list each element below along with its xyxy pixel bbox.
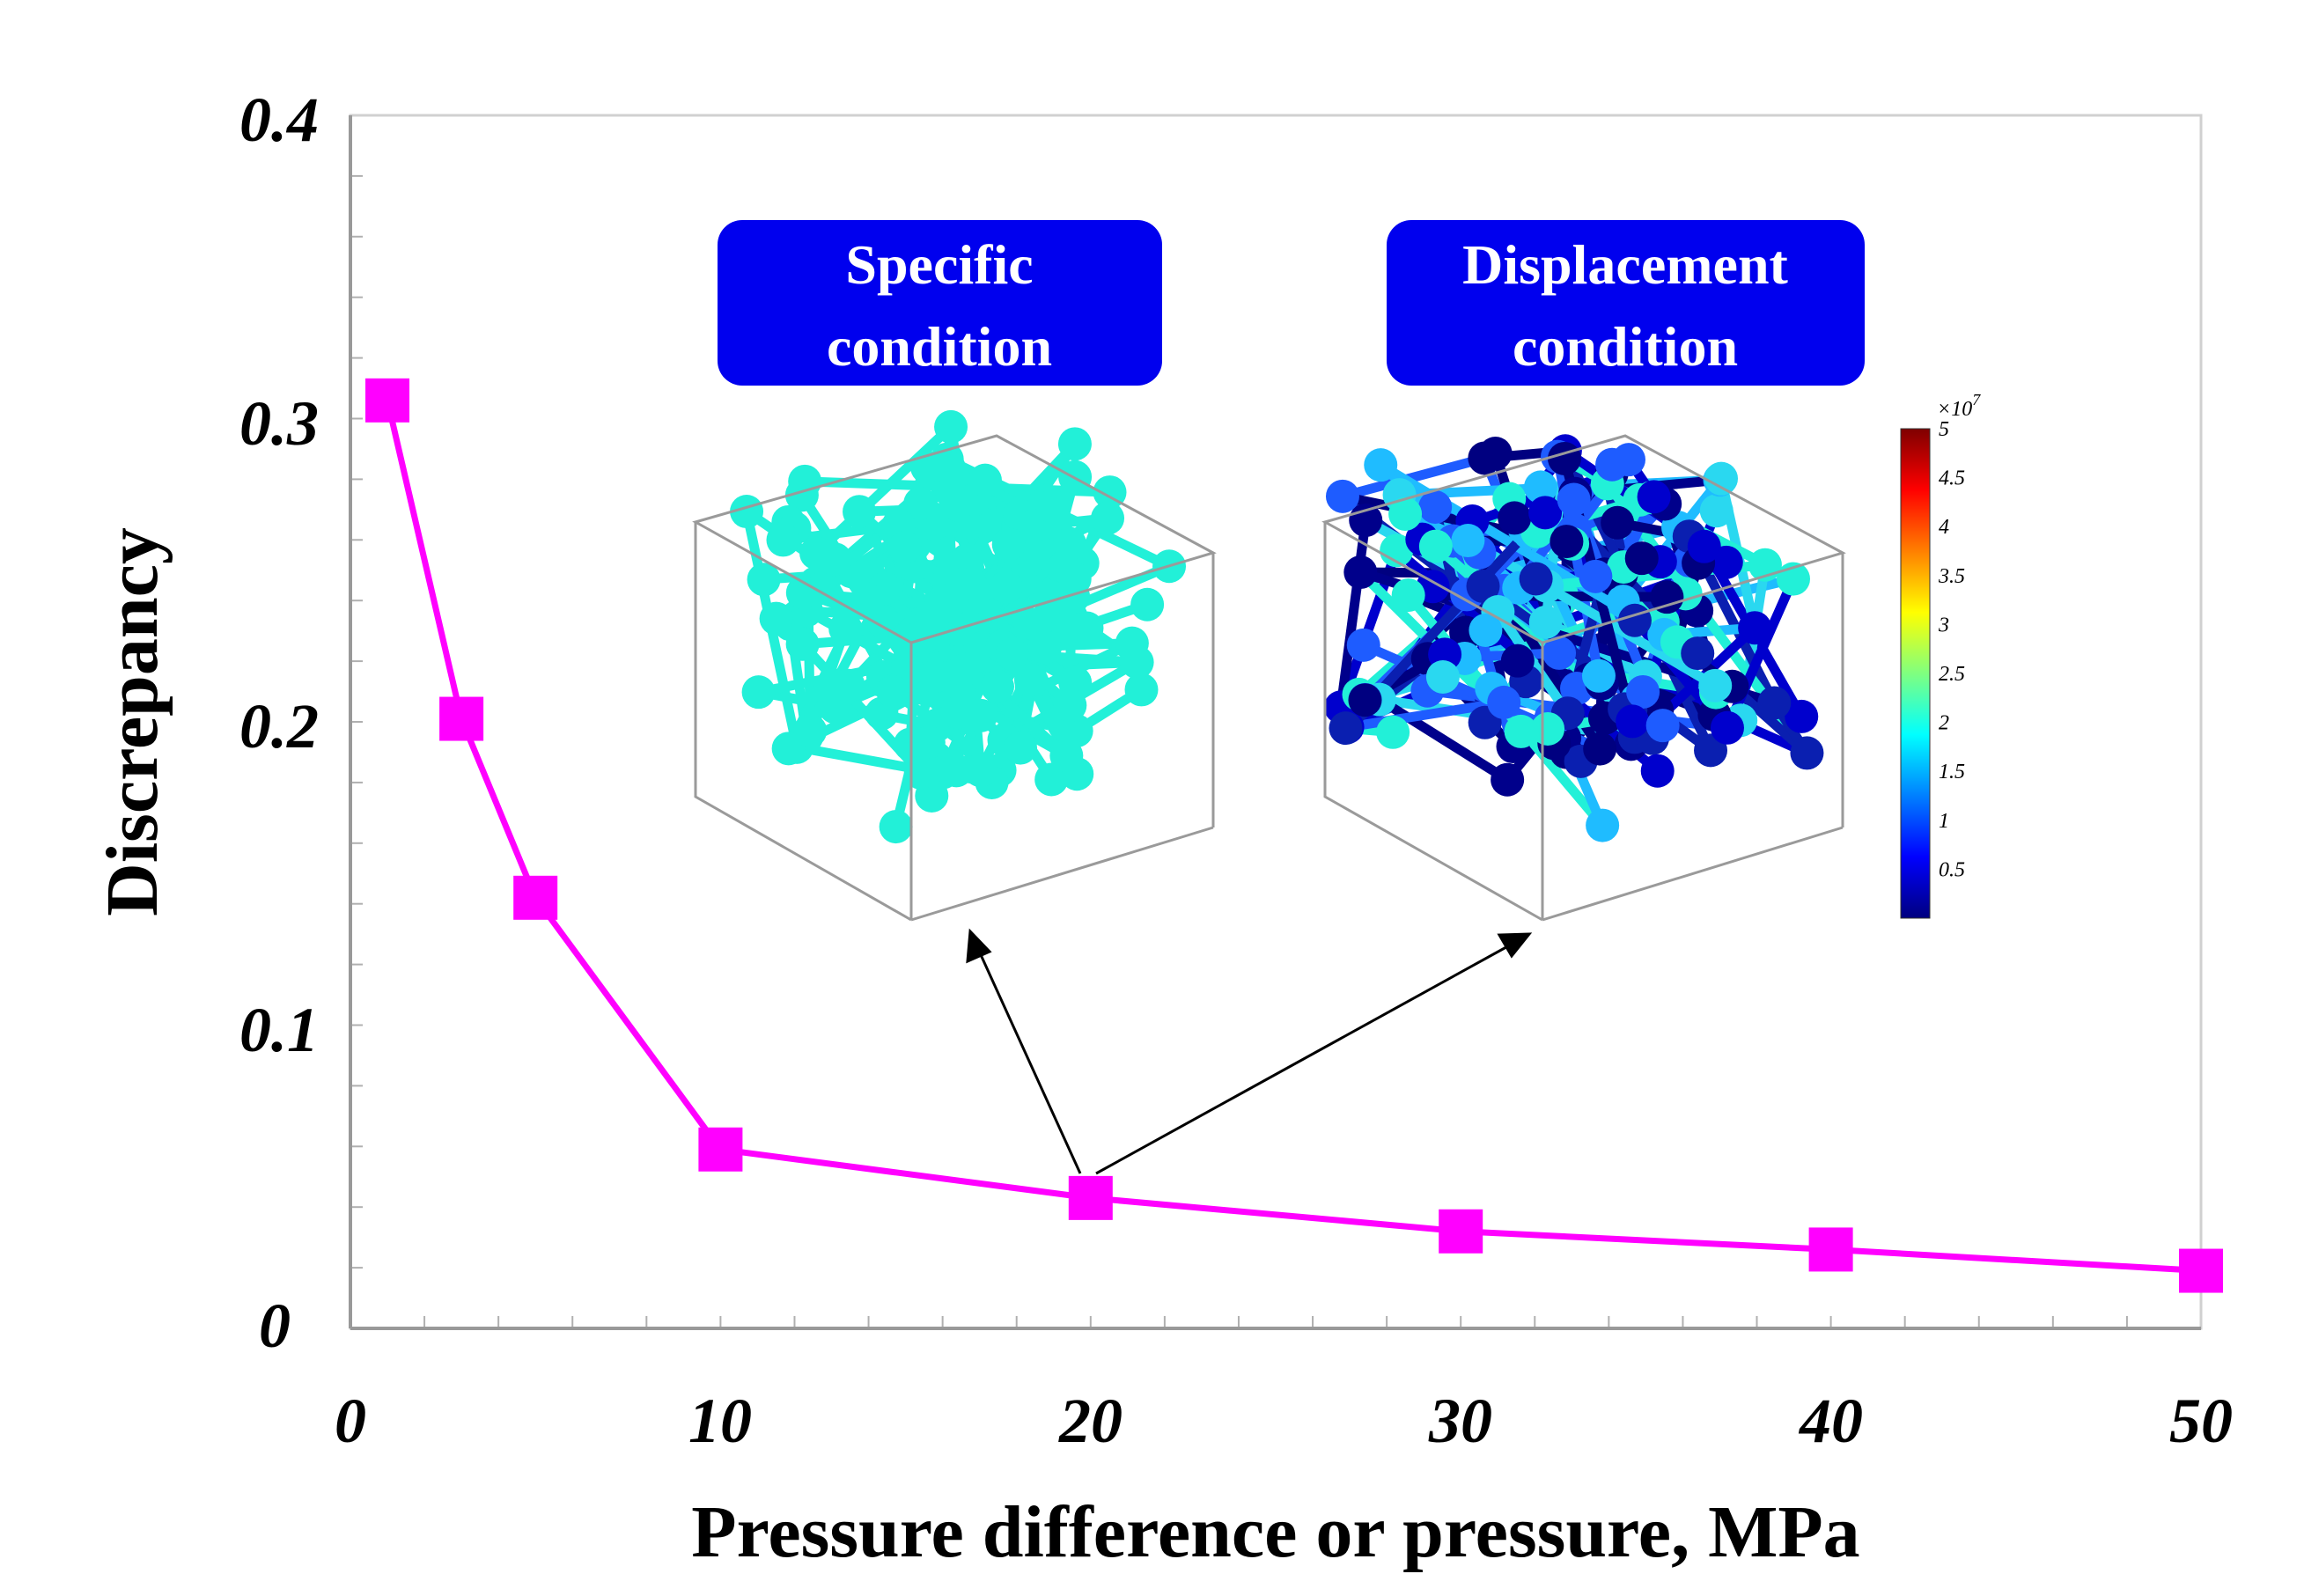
colorbar-tick-label: 2 [1939,712,1949,735]
colorbar: ×107 5 4.5 4 3.5 3 2.5 2 1.5 1 0.5 [1900,391,1981,919]
data-point-marker [513,875,558,920]
inset-displacement-network [1321,434,1846,922]
displacement-badge-line2: condition [1513,315,1738,378]
x-tick-label: 10 [688,1386,752,1456]
series-layer [365,378,2223,1293]
colorbar-tick-label: 1 [1939,810,1949,833]
colorbar-gradient [1900,428,1931,919]
data-point-marker [1808,1227,1853,1272]
arrow-head-displacement [1497,932,1533,959]
annotation-arrows [966,928,1533,1175]
colorbar-tick-label: 3 [1938,614,1949,636]
y-axis-title: Discrepancy [92,527,173,916]
data-point-marker [1068,1175,1113,1220]
displacement-network-nodes [1324,434,1824,842]
x-tick-label: 50 [2169,1386,2233,1456]
colorbar-exponent: ×107 [1937,391,1981,421]
colorbar-tick-label: 5 [1939,418,1949,441]
inset-specific-network [692,409,1217,922]
x-axis-title: Pressure difference or pressure, MPa [691,1491,1859,1573]
data-point-marker [2179,1248,2223,1293]
x-tick-labels: 0 10 20 30 40 50 [335,1386,2233,1456]
colorbar-tick-label: 0.5 [1939,858,1965,881]
colorbar-tick-label: 1.5 [1939,761,1965,783]
x-tick-label: 0 [335,1386,366,1456]
arrow-to-displacement [1095,942,1513,1175]
data-point-marker [365,378,410,423]
series-line [384,400,2202,1275]
specific-network-nodes [730,409,1187,844]
colorbar-tick-label: 4.5 [1939,467,1965,490]
data-point-marker [439,696,484,741]
specific-condition-badge: Specific condition [718,220,1162,386]
y-tick-label: 0.3 [239,388,319,459]
y-tick-label: 0.2 [239,691,319,761]
specific-badge-line1: Specific [845,233,1033,296]
colorbar-tick-label: 4 [1939,516,1949,539]
y-tick-label: 0 [259,1291,291,1361]
colorbar-labels: 5 4.5 4 3.5 3 2.5 2 1.5 1 0.5 [1938,418,1965,881]
x-tick-label: 20 [1058,1386,1123,1456]
displacement-badge-line1: Displacement [1462,233,1788,296]
specific-badge-line2: condition [827,315,1052,378]
x-tick-label: 30 [1428,1386,1492,1456]
specific-network-box [692,434,1217,922]
data-point-marker [1439,1209,1483,1254]
colorbar-tick-label: 2.5 [1939,663,1965,686]
y-tick-label: 0.4 [239,85,319,155]
displacement-condition-badge: Displacement condition [1387,220,1865,386]
x-tick-label: 40 [1798,1386,1863,1456]
displacement-network-box [1321,434,1846,922]
arrow-head-specific [966,928,992,964]
colorbar-tick-label: 3.5 [1938,565,1965,588]
y-tick-labels: 0.4 0.3 0.2 0.1 0 [239,85,319,1361]
arrow-to-specific [976,948,1082,1174]
y-tick-label: 0.1 [239,995,319,1065]
data-point-marker [698,1127,743,1172]
minor-ticks [350,174,2128,1328]
